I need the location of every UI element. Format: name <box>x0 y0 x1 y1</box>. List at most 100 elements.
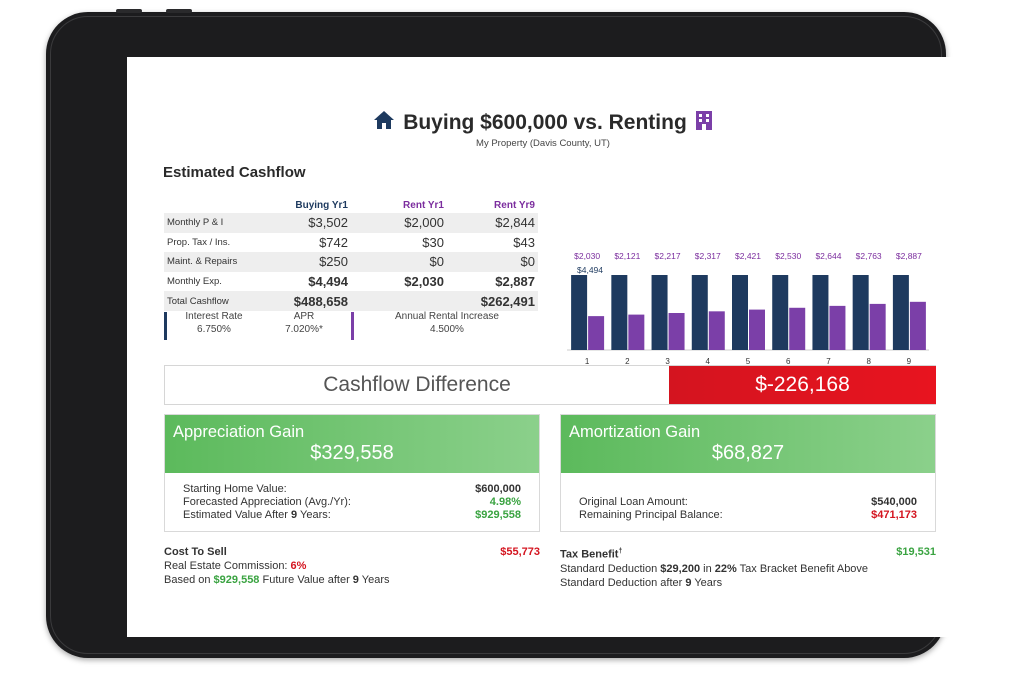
line-value: $600,000 <box>475 483 521 495</box>
deduction-line: Standard Deduction $29,200 in 22% Tax Br… <box>560 562 936 576</box>
rental-increase-value: 4.500% <box>430 324 464 335</box>
cost-to-sell-title: Cost To Sell <box>164 546 227 558</box>
cell-value: $0 <box>429 254 444 270</box>
apr-label: APR <box>293 311 315 322</box>
line-value: 4.98% <box>489 496 521 508</box>
rent-data-label: $2,887 <box>896 251 922 261</box>
row-label: Total Cashflow <box>167 295 229 307</box>
home-icon <box>373 110 395 136</box>
line-value: $540,000 <box>871 496 917 508</box>
cell-value: $2,030 <box>404 274 444 290</box>
cost-to-sell: Cost To Sell $55,773 Real Estate Commiss… <box>164 545 540 587</box>
rental-increase-label: Annual Rental Increase <box>395 311 499 322</box>
tax-benefit: Tax Benefit† $19,531 Standard Deduction … <box>560 545 936 590</box>
x-tick-label: 8 <box>866 357 871 366</box>
table-row: Monthly P & I $3,502 $2,000 $2,844 <box>164 213 538 233</box>
row-label: Monthly P & I <box>167 217 224 229</box>
buying-accent-bar <box>164 312 167 340</box>
text: Tax Bracket Benefit Above <box>736 562 869 575</box>
section-title: Estimated Cashflow <box>163 164 306 181</box>
dagger-mark: † <box>618 548 623 555</box>
apr: APR 7.020%* <box>264 310 344 336</box>
appreciation-gain-header: Appreciation Gain $329,558 <box>165 415 539 473</box>
cell-value: $4,494 <box>308 274 348 290</box>
cost-to-sell-header: Cost To Sell $55,773 <box>164 545 540 559</box>
years-value: 9 <box>352 574 359 586</box>
bracket-value: 22% <box>714 562 737 575</box>
rent-data-label: $2,121 <box>614 251 640 261</box>
cashflow-difference-value: $-226,168 <box>669 366 936 404</box>
cost-to-sell-value: $55,773 <box>500 546 540 558</box>
line-label: Remaining Principal Balance: <box>579 509 723 521</box>
amortization-gain-title: Amortization Gain <box>569 423 701 441</box>
line-label: Starting Home Value: <box>183 483 287 495</box>
starting-home-value: Starting Home Value: $600,000 <box>183 483 521 496</box>
cell-value: $742 <box>319 234 348 250</box>
remaining-principal: Remaining Principal Balance: $471,173 <box>579 509 917 522</box>
title-text: Tax Benefit <box>560 548 619 561</box>
rent-bar <box>588 316 605 350</box>
text: in <box>700 562 715 575</box>
cashflow-chart: 1 $2,030 2 $2,121 3 $2,217 4 $2,317 5 $2,421 6 $2,5… <box>557 195 937 395</box>
x-tick-label: 2 <box>625 357 630 366</box>
x-tick-label: 1 <box>585 357 590 366</box>
row-label: Maint. & Repairs <box>167 256 238 268</box>
rent-data-label: $2,421 <box>735 251 761 261</box>
buy-bar <box>812 275 829 350</box>
table-row: Maint. & Repairs $250 $0 $0 <box>164 252 538 272</box>
rent-bar <box>668 313 685 350</box>
table-row: Total Cashflow $488,658 $262,491 <box>164 291 538 311</box>
buy-bar <box>571 275 588 350</box>
future-value-line: Based on $929,558 Future Value after 9 Y… <box>164 573 540 587</box>
rent-bar <box>789 307 806 350</box>
rent-bar <box>628 314 645 350</box>
commission-line: Real Estate Commission: 6% <box>164 559 540 573</box>
chart-svg: 1 $2,030 2 $2,121 3 $2,217 4 $2,317 5 $2,421 6 $2,5… <box>567 251 929 384</box>
based-on-label: Based on <box>164 574 214 586</box>
title-text: Buying $600,000 vs. Renting <box>403 111 687 134</box>
rent-data-label: $2,763 <box>856 251 882 261</box>
interest-rate-value: 6.750% <box>197 324 231 335</box>
buy-bar <box>691 275 708 350</box>
x-tick-label: 5 <box>746 357 751 366</box>
commission-label: Real Estate Commission: <box>164 560 291 572</box>
cashflow-table: Buying Yr1 Rent Yr1 Rent Yr9 Monthly P &… <box>164 197 538 311</box>
rent-data-label: $2,217 <box>655 251 681 261</box>
x-tick-label: 9 <box>907 357 912 366</box>
cell-value: $2,844 <box>495 215 535 231</box>
years-line: Standard Deduction after 9 Years <box>560 576 936 590</box>
x-tick-label: 3 <box>665 357 670 366</box>
cell-value: $262,491 <box>480 293 535 309</box>
estimated-value: Estimated Value After 9 Years: $929,558 <box>183 509 521 522</box>
interest-rate: Interest Rate 6.750% <box>174 310 254 336</box>
app-screen: Buying $600,000 vs. Renting My Property … <box>127 57 959 637</box>
tax-benefit-header: Tax Benefit† $19,531 <box>560 545 936 562</box>
amortization-gain-card: Amortization Gain $68,827 Original Loan … <box>560 414 936 532</box>
x-tick-label: 7 <box>826 357 831 366</box>
rent-bar <box>909 301 926 350</box>
amortization-gain-amount: $68,827 <box>711 442 785 464</box>
column-header: Rent Yr9 <box>494 199 535 211</box>
cell-value: $0 <box>520 254 535 270</box>
tax-benefit-value: $19,531 <box>896 546 936 558</box>
cell-value: $30 <box>422 234 444 250</box>
years-value: 9 <box>685 576 692 589</box>
future-label: Future Value after <box>259 574 353 586</box>
table-header-row: Buying Yr1 Rent Yr1 Rent Yr9 <box>164 197 538 213</box>
label-text: Years: <box>297 509 331 521</box>
page-subtitle: My Property (Davis County, UT) <box>476 138 610 149</box>
commission-value: 6% <box>290 560 307 572</box>
line-label: Estimated Value After 9 Years: <box>183 509 331 522</box>
page-title: Buying $600,000 vs. Renting <box>373 110 713 136</box>
original-loan-amount: Original Loan Amount: $540,000 <box>579 496 917 509</box>
line-value: $471,173 <box>871 509 917 521</box>
rent-data-label: $2,644 <box>815 251 841 261</box>
text: Years <box>691 576 723 589</box>
future-value: $929,558 <box>213 574 260 586</box>
table-row: Prop. Tax / Ins. $742 $30 $43 <box>164 233 538 253</box>
forecasted-appreciation: Forecasted Appreciation (Avg./Yr): 4.98% <box>183 496 521 509</box>
tablet-side-button-top-2 <box>166 9 192 13</box>
buy-bar <box>611 275 628 350</box>
row-label: Prop. Tax / Ins. <box>167 236 231 248</box>
table-row: Monthly Exp. $4,494 $2,030 $2,887 <box>164 272 538 292</box>
